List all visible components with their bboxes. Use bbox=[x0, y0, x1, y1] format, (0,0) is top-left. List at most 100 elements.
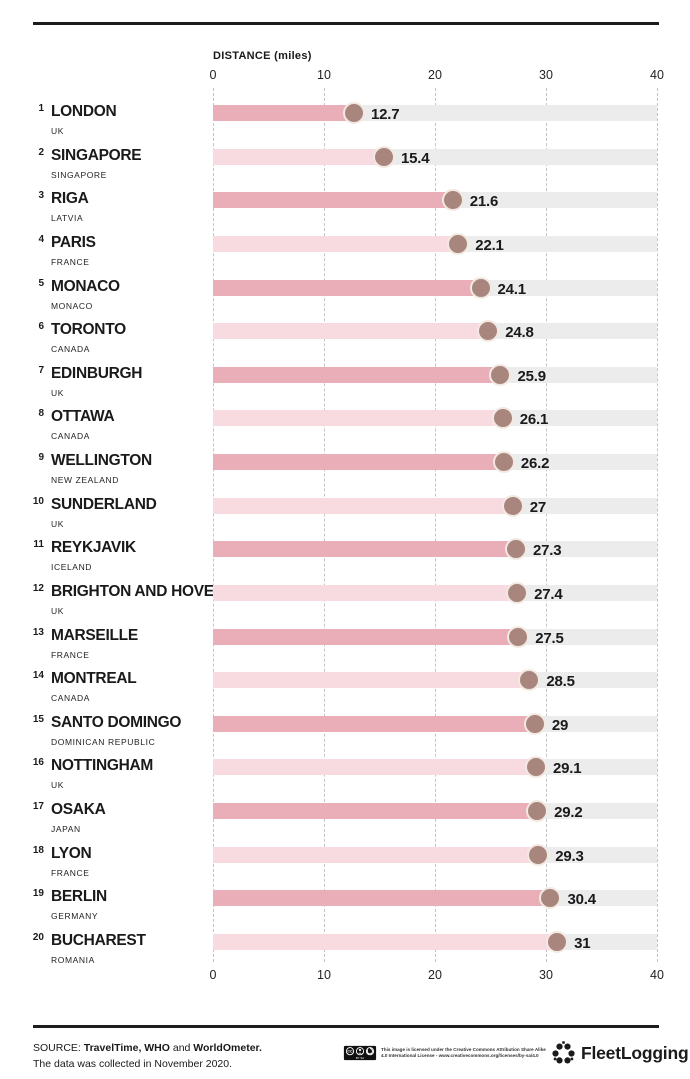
axis-tick-label: 40 bbox=[650, 68, 664, 82]
bar-track: 26.2 bbox=[213, 451, 657, 474]
bar-row: 5 MONACO MONACO 24.1 bbox=[0, 266, 690, 311]
city-label: PARIS bbox=[51, 233, 96, 251]
country-label: DOMINICAN REPUBLIC bbox=[51, 736, 156, 747]
bar-fill bbox=[213, 105, 354, 121]
bar-row: 10 SUNDERLAND UK 27 bbox=[0, 484, 690, 529]
bottom-rule bbox=[33, 1025, 659, 1028]
rank-label: 14 bbox=[32, 670, 44, 682]
value-label: 27.4 bbox=[534, 585, 563, 603]
country-label: CANADA bbox=[51, 344, 91, 355]
value-dot-icon bbox=[489, 363, 512, 386]
city-label: OTTAWA bbox=[51, 408, 115, 426]
country-label: ICELAND bbox=[51, 562, 93, 573]
city-label: BERLIN bbox=[51, 888, 107, 906]
value-dot-icon bbox=[501, 494, 524, 517]
bar-row: 9 WELLINGTON NEW ZEALAND 26.2 bbox=[0, 440, 690, 486]
value-label: 27 bbox=[529, 498, 547, 516]
axis-tick-label: 0 bbox=[209, 68, 217, 82]
city-label: EDINBURGH bbox=[51, 364, 143, 382]
bar-fill bbox=[213, 890, 551, 907]
city-label: SANTO DOMINGO bbox=[51, 713, 182, 731]
country-label: LATVIA bbox=[51, 213, 84, 224]
bar-track: 28.5 bbox=[213, 669, 657, 692]
city-label: SINGAPORE bbox=[51, 146, 142, 164]
country-label: FRANCE bbox=[51, 256, 90, 267]
bar-row: 19 BERLIN GERMANY 30.4 bbox=[0, 876, 690, 921]
country-label: JAPAN bbox=[51, 824, 81, 835]
source-segment: and bbox=[169, 1042, 194, 1054]
bar-fill bbox=[213, 323, 489, 340]
bar-row: 3 RIGA LATVIA 21.6 bbox=[0, 178, 690, 224]
city-label: BRIGHTON AND HOVE bbox=[51, 582, 214, 600]
axis-tick-label: 0 bbox=[209, 968, 217, 982]
value-dot-icon bbox=[342, 102, 365, 124]
bar-row: 17 OSAKA JAPAN 29.2 bbox=[0, 789, 690, 835]
value-label: 29.3 bbox=[555, 847, 584, 865]
country-label: NEW ZEALAND bbox=[51, 475, 119, 486]
bar-fill bbox=[213, 803, 538, 820]
country-label: UK bbox=[51, 605, 65, 616]
bar-track: 27.5 bbox=[213, 625, 657, 648]
bar-row: 18 LYON FRANCE 29.3 bbox=[0, 833, 690, 878]
city-label: WELLINGTON bbox=[51, 452, 152, 470]
bar-row: 16 NOTTINGHAM UK 29.1 bbox=[0, 745, 690, 790]
country-label: FRANCE bbox=[51, 867, 90, 878]
value-label: 27.3 bbox=[533, 542, 562, 560]
city-label: SUNDERLAND bbox=[51, 495, 157, 513]
rank-label: 9 bbox=[38, 452, 44, 464]
axis-tick-label: 30 bbox=[539, 68, 553, 82]
bar-fill bbox=[213, 628, 519, 645]
gridline bbox=[546, 88, 547, 962]
city-label: OSAKA bbox=[51, 801, 106, 819]
value-label: 12.7 bbox=[370, 106, 400, 123]
source-line1: SOURCE: TravelTime, WHO and WorldOmeter. bbox=[33, 1041, 262, 1057]
bar-row: 8 OTTAWA CANADA 26.1 bbox=[0, 396, 690, 441]
bar-track: 24.1 bbox=[213, 276, 657, 299]
rank-label: 7 bbox=[38, 364, 44, 376]
value-label: 31 bbox=[574, 934, 591, 952]
source-line2: The data was collected in November 2020. bbox=[33, 1057, 233, 1070]
bar-track: 29 bbox=[213, 712, 657, 735]
country-label: UK bbox=[51, 126, 65, 136]
bar-track: 29.2 bbox=[213, 800, 657, 823]
bar-fill bbox=[213, 454, 504, 471]
bar-track: 27.4 bbox=[213, 581, 657, 604]
value-label: 28.5 bbox=[546, 673, 575, 691]
rank-label: 15 bbox=[32, 713, 44, 725]
value-label: 29.2 bbox=[554, 804, 583, 822]
rank-label: 18 bbox=[32, 844, 44, 856]
axis-tick-label: 30 bbox=[539, 968, 553, 982]
value-dot-icon bbox=[518, 669, 541, 692]
value-dot-icon bbox=[526, 800, 549, 823]
rank-label: 6 bbox=[38, 321, 44, 333]
rank-label: 16 bbox=[32, 757, 44, 769]
bar-fill bbox=[213, 584, 518, 601]
bar-fill bbox=[213, 846, 539, 863]
bar-fill bbox=[213, 279, 481, 296]
bar-track: 26.1 bbox=[213, 407, 657, 430]
rank-label: 8 bbox=[38, 408, 44, 420]
country-label: CANADA bbox=[51, 693, 91, 704]
value-dot-icon bbox=[372, 145, 395, 168]
value-label: 22.1 bbox=[475, 236, 504, 254]
bar-row: 1 LONDON UK 12.7 bbox=[0, 91, 690, 136]
value-dot-icon bbox=[525, 756, 547, 779]
value-dot-icon bbox=[523, 712, 546, 735]
value-dot-icon bbox=[527, 843, 550, 866]
axis-tick-label: 10 bbox=[317, 68, 331, 82]
bar-fill bbox=[213, 759, 536, 776]
value-dot-icon bbox=[505, 538, 528, 561]
rank-label: 10 bbox=[32, 495, 44, 507]
bar-fill bbox=[213, 410, 503, 427]
source-segment: WorldOmeter. bbox=[193, 1042, 262, 1054]
bar-track: 22.1 bbox=[213, 232, 657, 255]
value-dot-icon bbox=[477, 320, 500, 343]
rank-label: 5 bbox=[38, 277, 44, 289]
bar-row: 6 TORONTO CANADA 24.8 bbox=[0, 309, 690, 355]
bar-track: 12.7 bbox=[213, 102, 657, 124]
city-label: RIGA bbox=[51, 190, 89, 208]
value-dot-icon bbox=[507, 625, 530, 648]
bar-fill bbox=[213, 497, 513, 514]
source-segment: SOURCE: bbox=[33, 1042, 84, 1054]
